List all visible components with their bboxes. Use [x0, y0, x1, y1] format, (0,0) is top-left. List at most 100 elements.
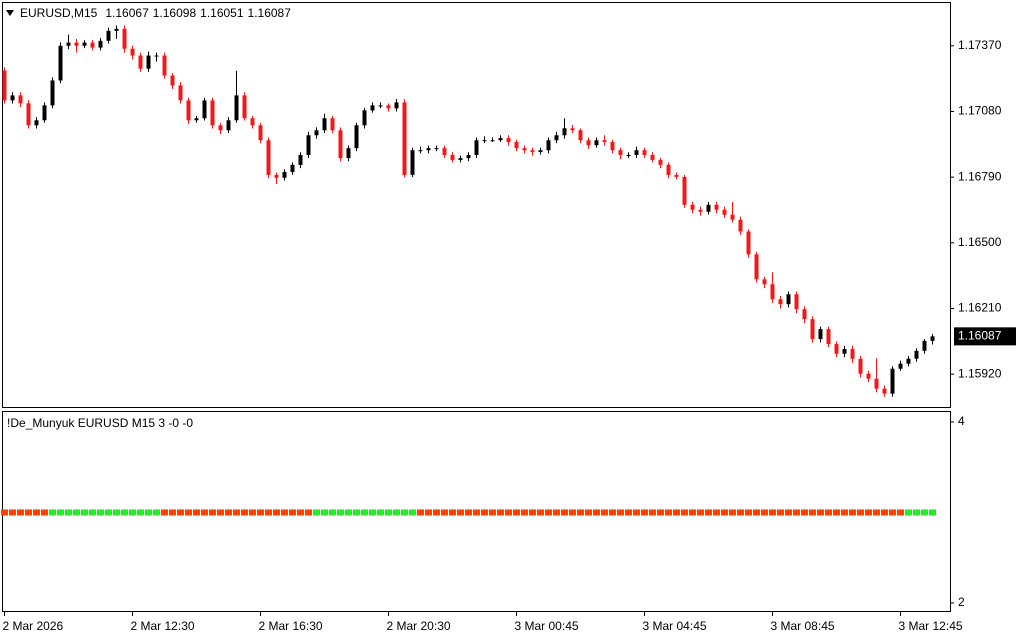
indicator-dot — [449, 509, 456, 516]
indicator-dot — [1, 509, 8, 516]
candle-body — [874, 378, 879, 389]
candle-body — [786, 294, 791, 305]
indicator-dot — [97, 509, 104, 516]
indicator-y-tick-label: 2 — [958, 595, 965, 609]
candle-body — [578, 130, 583, 141]
candle-body — [738, 219, 743, 232]
indicator-dot — [913, 509, 920, 516]
candle-body — [122, 28, 127, 49]
main-pane — [2, 2, 951, 408]
indicator-dot — [65, 509, 72, 516]
candle-body — [698, 209, 703, 212]
indicator-dot — [361, 509, 368, 516]
candle-body — [234, 95, 239, 121]
indicator-dot — [105, 509, 112, 516]
x-tick-label: 2 Mar 2026 — [3, 619, 64, 633]
candle-body — [858, 358, 863, 374]
indicator-dot — [929, 509, 936, 516]
indicator-dot — [441, 509, 448, 516]
candle-body — [338, 130, 343, 159]
indicator-dot — [329, 509, 336, 516]
candle-body — [274, 174, 279, 178]
candle-body — [98, 40, 103, 48]
indicator-dot — [889, 509, 896, 516]
indicator-dot — [521, 509, 528, 516]
indicator-dot — [689, 509, 696, 516]
candle-body — [762, 279, 767, 285]
candle-body — [130, 48, 135, 56]
candle-body — [258, 125, 263, 141]
candle-body — [514, 142, 519, 149]
symbol-menu-arrow[interactable] — [6, 10, 14, 16]
candle-body — [194, 118, 199, 121]
indicator-dot — [705, 509, 712, 516]
indicator-dot — [281, 509, 288, 516]
candle-body — [554, 135, 559, 141]
indicator-dot — [9, 509, 16, 516]
indicator-dot — [289, 509, 296, 516]
candle-body — [666, 164, 671, 175]
candle-body — [634, 150, 639, 155]
candle-body — [810, 319, 815, 340]
indicator-dot — [321, 509, 328, 516]
candle-body — [354, 125, 359, 149]
x-tick-label: 3 Mar 12:45 — [899, 619, 963, 633]
candle-body — [218, 125, 223, 131]
candle-body — [26, 103, 31, 126]
indicator-dot — [457, 509, 464, 516]
candle-body — [826, 329, 831, 345]
candle-body — [458, 158, 463, 160]
candle-body — [594, 140, 599, 146]
candle-body — [290, 164, 295, 172]
candle-body — [722, 209, 727, 215]
candle-body — [674, 174, 679, 177]
candle-body — [442, 148, 447, 155]
indicator-dot — [729, 509, 736, 516]
indicator-title: !De_Munyuk EURUSD M15 3 -0 -0 — [7, 416, 193, 430]
candle-body — [202, 100, 207, 119]
indicator-dot — [257, 509, 264, 516]
indicator-dot — [337, 509, 344, 516]
indicator-dot — [193, 509, 200, 516]
indicator-dot — [417, 509, 424, 516]
indicator-dot — [785, 509, 792, 516]
indicator-dot — [505, 509, 512, 516]
indicator-dot — [169, 509, 176, 516]
indicator-dot — [41, 509, 48, 516]
candle-body — [530, 150, 535, 153]
indicator-dot — [753, 509, 760, 516]
candle-body — [42, 105, 47, 121]
indicator-dot — [841, 509, 848, 516]
indicator-dot — [809, 509, 816, 516]
candle-body — [690, 204, 695, 210]
indicator-dot — [905, 509, 912, 516]
indicator-dot — [73, 509, 80, 516]
candle-body — [378, 105, 383, 107]
candle-body — [450, 154, 455, 160]
indicator-dot — [377, 509, 384, 516]
indicator-dot — [489, 509, 496, 516]
indicator-dot — [161, 509, 168, 516]
x-tick-label: 3 Mar 04:45 — [643, 619, 707, 633]
indicator-dot — [121, 509, 128, 516]
indicator-dot — [713, 509, 720, 516]
candle-body — [386, 105, 391, 109]
candle-body — [282, 171, 287, 178]
indicator-dot — [593, 509, 600, 516]
indicator-dot — [241, 509, 248, 516]
candle-body — [154, 55, 159, 57]
candle-body — [642, 150, 647, 155]
candle-body — [714, 204, 719, 210]
candle-body — [426, 148, 431, 151]
y-tick-label: 1.17370 — [958, 38, 1002, 52]
candle-body — [370, 105, 375, 111]
indicator-dot — [865, 509, 872, 516]
indicator-dot — [385, 509, 392, 516]
indicator-dot — [529, 509, 536, 516]
indicator-dot — [145, 509, 152, 516]
candle-body — [58, 45, 63, 81]
candle-body — [50, 80, 55, 106]
indicator-dot — [641, 509, 648, 516]
candle-body — [18, 95, 23, 104]
candle-body — [546, 140, 551, 151]
